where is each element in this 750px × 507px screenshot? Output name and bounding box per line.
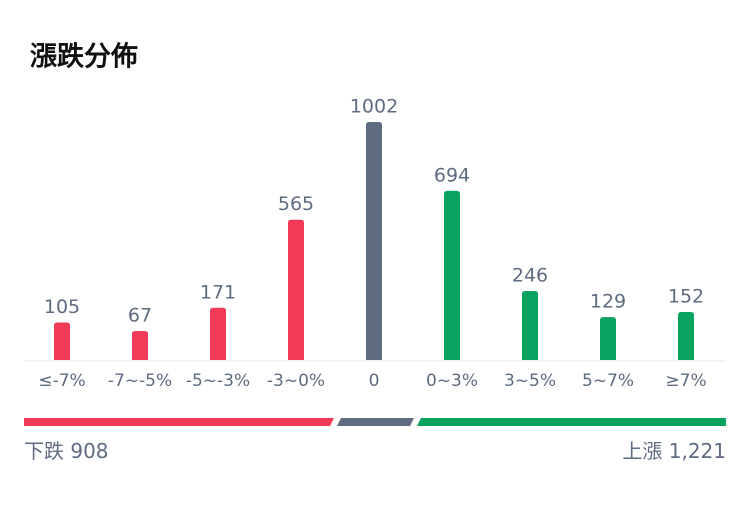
value-label: 171 xyxy=(200,281,236,303)
x-tick-label: 5~7% xyxy=(582,371,634,391)
x-tick-label: 0~3% xyxy=(426,371,478,391)
bar xyxy=(444,190,460,360)
value-label: 67 xyxy=(128,305,152,327)
x-tick-label: 3~5% xyxy=(504,371,556,391)
down-summary: 下跌 908 xyxy=(24,439,109,463)
value-label: 129 xyxy=(590,291,626,313)
up-label: 上漲 xyxy=(622,439,662,463)
up-summary: 上漲 1,221 xyxy=(622,439,726,463)
value-label: 105 xyxy=(44,296,80,318)
x-tick-label: 0 xyxy=(369,371,380,391)
bar xyxy=(600,317,616,360)
bar xyxy=(288,219,304,360)
value-label: 565 xyxy=(278,193,314,215)
x-tick-label: -7~-5% xyxy=(108,371,172,391)
bar xyxy=(210,307,226,360)
x-tick-label: -5~-3% xyxy=(186,371,250,391)
up-bar xyxy=(417,418,726,426)
value-label: 694 xyxy=(434,164,470,186)
x-tick-label: -3~0% xyxy=(267,371,325,391)
x-tick-label: ≤-7% xyxy=(38,371,85,391)
bar xyxy=(54,322,70,360)
up-value: 1,221 xyxy=(669,439,726,463)
bar xyxy=(522,291,538,360)
chart-title: 漲跌分佈 xyxy=(30,41,138,73)
value-label: 152 xyxy=(668,286,704,308)
down-bar xyxy=(24,418,334,426)
flat-bar xyxy=(337,418,414,426)
bar xyxy=(678,312,694,360)
value-label: 1002 xyxy=(350,96,398,118)
down-value: 908 xyxy=(70,439,108,463)
bar xyxy=(132,331,148,360)
bar xyxy=(366,122,382,360)
down-label: 下跌 xyxy=(24,439,64,463)
value-label: 246 xyxy=(512,265,548,287)
x-tick-label: ≥7% xyxy=(665,371,706,391)
